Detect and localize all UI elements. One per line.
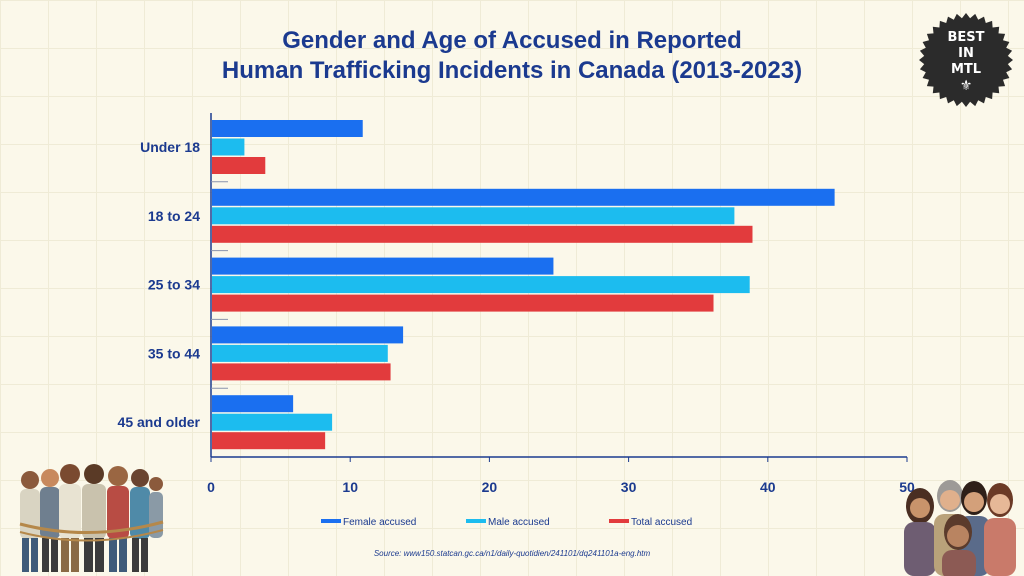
person-icon xyxy=(107,466,129,572)
category-label: Under 18 xyxy=(140,139,200,155)
chart-title-line2: Human Trafficking Incidents in Canada (2… xyxy=(221,57,803,84)
bar-male-accused xyxy=(212,207,735,225)
bar-male-accused xyxy=(212,344,388,362)
bar-total-accused xyxy=(212,157,266,174)
x-tick-label: 20 xyxy=(482,479,498,495)
bar-female-accused xyxy=(212,257,554,275)
best-in-mtl-badge: BEST IN MTL ⚜ xyxy=(918,12,1014,108)
people-group-illustration-right xyxy=(904,480,1016,576)
person-icon xyxy=(149,477,163,538)
bar-female-accused xyxy=(212,326,404,344)
category-label: 25 to 34 xyxy=(148,277,200,293)
legend-label: Male accused xyxy=(488,517,550,528)
badge-line-2: IN xyxy=(958,46,974,61)
legend-label: Total accused xyxy=(631,517,692,528)
bar-total-accused xyxy=(212,294,714,312)
bar-total-accused xyxy=(212,432,326,450)
person-icon xyxy=(904,488,936,576)
legend-swatch xyxy=(466,519,486,523)
legend-swatch xyxy=(609,519,629,523)
legend-swatch xyxy=(321,519,341,523)
badge-line-1: BEST xyxy=(947,30,985,45)
person-icon xyxy=(82,464,106,572)
badge-text: BEST IN MTL xyxy=(918,30,1014,78)
bar-female-accused xyxy=(212,395,294,413)
x-tick-label: 30 xyxy=(621,479,637,495)
person-icon xyxy=(40,469,60,572)
bar-total-accused xyxy=(212,363,391,381)
bar-male-accused xyxy=(212,138,245,156)
fleur-de-lis-icon: ⚜ xyxy=(959,77,973,93)
badge-line-3: MTL xyxy=(950,62,982,77)
x-tick-label: 0 xyxy=(207,479,215,495)
category-label: 45 and older xyxy=(118,414,201,430)
person-icon xyxy=(984,483,1016,576)
bar-female-accused xyxy=(212,188,835,206)
badge-seal-shape xyxy=(919,13,1013,107)
x-tick-label: 50 xyxy=(899,479,915,495)
people-group-illustration-left xyxy=(19,464,164,572)
source-note: Source: www150.statcan.gc.ca/n1/daily-qu… xyxy=(373,549,651,558)
person-icon xyxy=(59,464,81,572)
person-icon xyxy=(942,514,976,576)
x-tick-label: 10 xyxy=(342,479,358,495)
bar-male-accused xyxy=(212,276,750,294)
category-label: 35 to 44 xyxy=(148,345,200,361)
x-tick-label: 40 xyxy=(760,479,776,495)
bar-female-accused xyxy=(212,120,363,137)
category-label: 18 to 24 xyxy=(148,208,200,224)
bar-total-accused xyxy=(212,225,753,243)
legend-label: Female accused xyxy=(343,517,416,528)
chart-title-line1: Gender and Age of Accused in Reported xyxy=(282,27,742,54)
bar-male-accused xyxy=(212,413,333,431)
